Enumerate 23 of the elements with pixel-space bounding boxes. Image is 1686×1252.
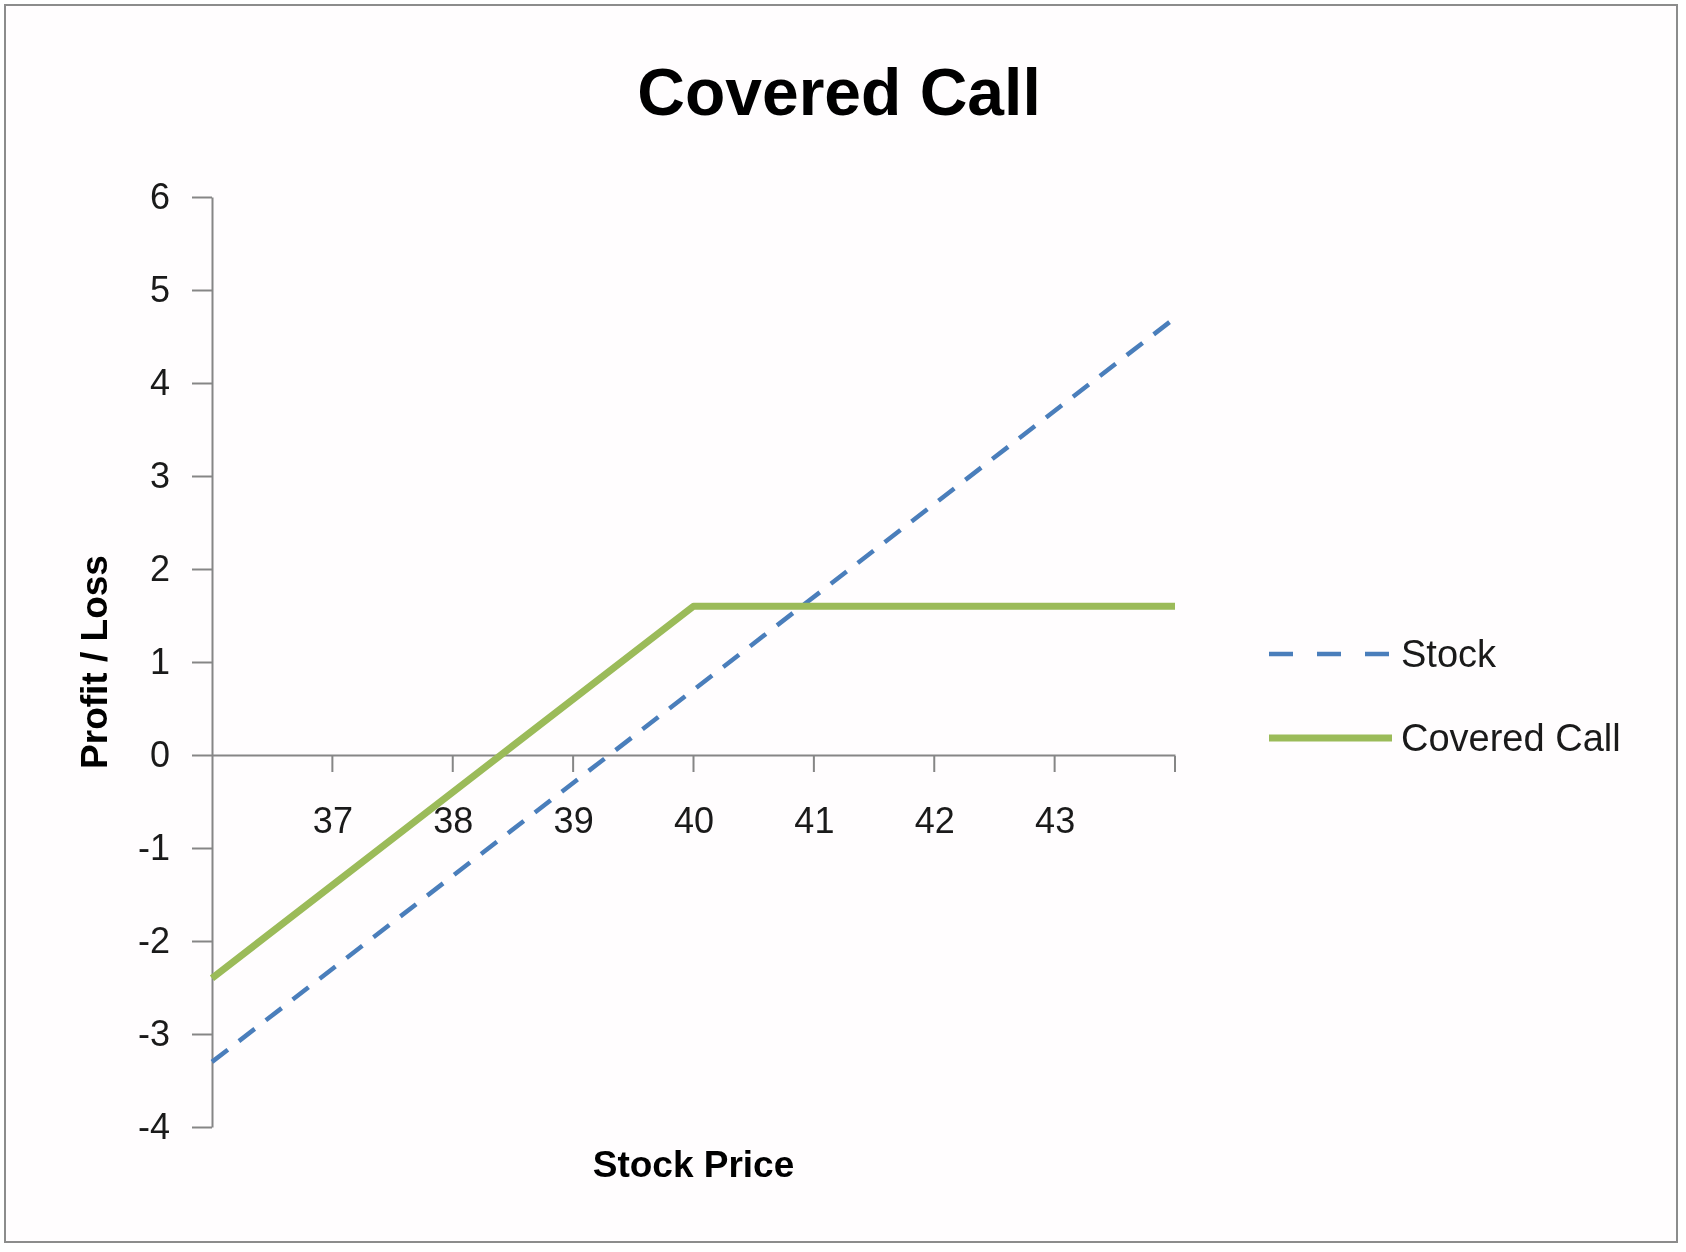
- legend-label: Stock: [1401, 633, 1498, 675]
- y-axis-title: Profit / Loss: [73, 555, 115, 769]
- x-tick-label: 42: [914, 799, 955, 841]
- y-tick-label: 3: [149, 455, 170, 497]
- legend-label: Covered Call: [1401, 717, 1621, 759]
- x-tick-label: 37: [312, 799, 353, 841]
- x-tick-label: 40: [673, 799, 715, 841]
- y-tick-label: -1: [137, 827, 170, 869]
- y-tick-label: 4: [149, 362, 170, 404]
- x-tick-label: 43: [1035, 799, 1076, 841]
- y-tick-label: 6: [149, 176, 170, 218]
- x-tick-label: 38: [433, 799, 474, 841]
- y-tick-label: 0: [149, 734, 170, 776]
- x-tick-label: 39: [553, 799, 594, 841]
- y-tick-label: 1: [149, 641, 170, 683]
- y-tick-label: 2: [149, 548, 170, 590]
- x-axis-title: Stock Price: [592, 1143, 795, 1185]
- y-tick-label: -3: [137, 1013, 170, 1055]
- chart-title: Covered Call: [637, 55, 1041, 129]
- y-tick-label: -2: [137, 920, 170, 962]
- y-tick-label: -4: [137, 1106, 170, 1148]
- y-tick-label: 5: [149, 269, 170, 311]
- x-tick-label: 41: [794, 799, 835, 841]
